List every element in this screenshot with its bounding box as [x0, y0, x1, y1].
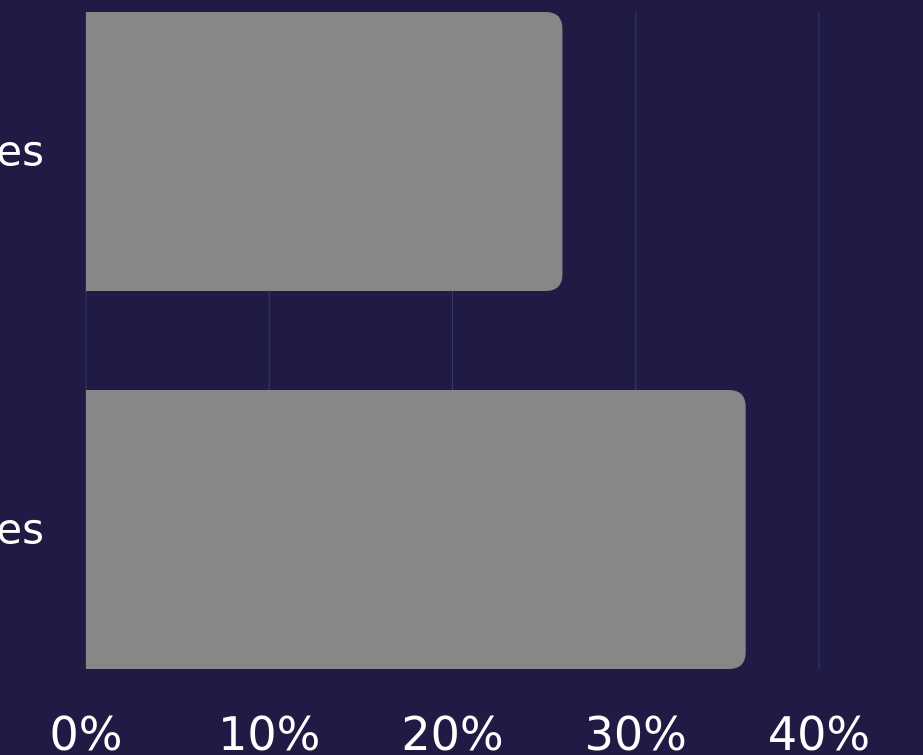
x-tick-label: 20%	[401, 707, 503, 755]
x-tick-label: 30%	[585, 707, 687, 755]
bar	[86, 390, 746, 669]
bars	[86, 12, 746, 669]
x-axis-tick-labels: 0% 10% 20% 30% 40%	[50, 707, 871, 755]
category-label: es	[0, 127, 44, 176]
x-tick-label: 0%	[50, 707, 123, 755]
x-tick-label: 40%	[768, 707, 870, 755]
category-label: es	[0, 505, 44, 554]
category-labels: es es	[0, 127, 44, 554]
x-tick-label: 10%	[218, 707, 320, 755]
bar	[86, 12, 563, 291]
